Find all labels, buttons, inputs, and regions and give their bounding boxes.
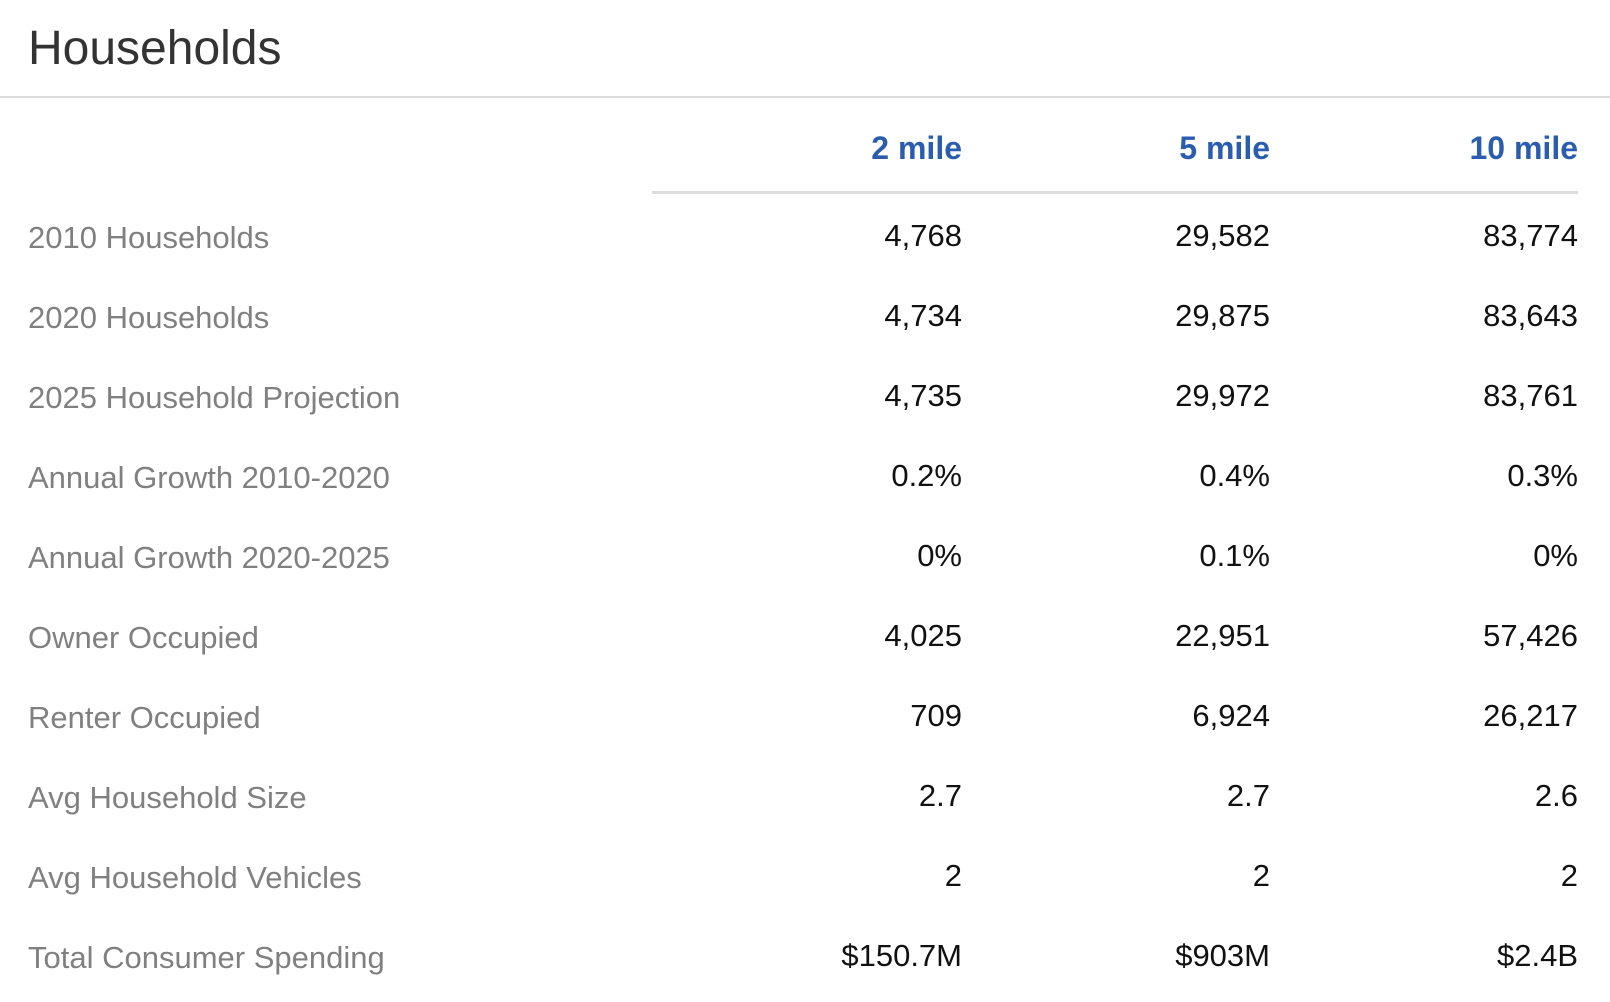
- cell-5-mile: $903M: [1175, 938, 1270, 973]
- row-label: 2010 Households: [28, 220, 270, 255]
- cell-5-mile: 22,951: [1175, 618, 1270, 653]
- table-row: 2020 Households 4,734 29,875 83,643: [0, 278, 1610, 358]
- cell-5-mile: 6,924: [1192, 698, 1270, 733]
- cell-10-mile: 83,774: [1483, 218, 1578, 253]
- cell-10-mile: 83,761: [1483, 378, 1578, 413]
- cell-10-mile: 83,643: [1483, 298, 1578, 333]
- table-row: Annual Growth 2010-2020 0.2% 0.4% 0.3%: [0, 438, 1610, 518]
- cell-2-mile: 4,768: [884, 218, 962, 253]
- header-divider: [652, 191, 1578, 194]
- cell-5-mile: 29,582: [1175, 218, 1270, 253]
- row-label: 2020 Households: [28, 300, 270, 335]
- cell-10-mile: 57,426: [1483, 618, 1578, 653]
- row-label: Owner Occupied: [28, 620, 259, 655]
- table-row: Avg Household Vehicles 2 2 2: [0, 838, 1610, 918]
- cell-5-mile: 0.4%: [1199, 458, 1270, 493]
- cell-2-mile: 2.7: [918, 778, 962, 813]
- table-row: Renter Occupied 709 6,924 26,217: [0, 678, 1610, 758]
- table-row: Total Consumer Spending $150.7M $903M $2…: [0, 918, 1610, 998]
- cell-2-mile: 0%: [917, 538, 962, 573]
- column-header-2-mile: 2 mile: [871, 130, 962, 166]
- table-row: Annual Growth 2020-2025 0% 0.1% 0%: [0, 518, 1610, 598]
- cell-2-mile: 709: [910, 698, 962, 733]
- section-title: Households: [28, 22, 282, 75]
- cell-5-mile: 29,972: [1175, 378, 1270, 413]
- cell-5-mile: 2.7: [1226, 778, 1270, 813]
- column-header-10-mile: 10 mile: [1469, 130, 1578, 166]
- row-label: Annual Growth 2020-2025: [28, 540, 390, 575]
- cell-10-mile: $2.4B: [1496, 938, 1578, 973]
- cell-5-mile: 2: [1252, 858, 1270, 893]
- table-row: Avg Household Size 2.7 2.7 2.6: [0, 758, 1610, 838]
- table-row: 2025 Household Projection 4,735 29,972 8…: [0, 358, 1610, 438]
- cell-5-mile: 29,875: [1175, 298, 1270, 333]
- row-label: Annual Growth 2010-2020: [28, 460, 390, 495]
- section-header: Households: [0, 0, 1610, 98]
- row-label: Renter Occupied: [28, 700, 261, 735]
- cell-2-mile: 0.2%: [891, 458, 962, 493]
- cell-10-mile: 26,217: [1483, 698, 1578, 733]
- cell-10-mile: 0.3%: [1507, 458, 1578, 493]
- row-label: Avg Household Vehicles: [28, 860, 362, 895]
- row-label: Total Consumer Spending: [28, 940, 385, 975]
- cell-5-mile: 0.1%: [1199, 538, 1270, 573]
- table-row: Owner Occupied 4,025 22,951 57,426: [0, 598, 1610, 678]
- cell-2-mile: 2: [944, 858, 962, 893]
- table-row: 2010 Households 4,768 29,582 83,774: [0, 198, 1610, 278]
- row-label: 2025 Household Projection: [28, 380, 401, 415]
- row-label: Avg Household Size: [28, 780, 307, 815]
- cell-2-mile: 4,735: [884, 378, 962, 413]
- cell-10-mile: 0%: [1533, 538, 1578, 573]
- cell-2-mile: 4,734: [884, 298, 962, 333]
- column-header-5-mile: 5 mile: [1179, 130, 1270, 166]
- cell-10-mile: 2: [1560, 858, 1578, 893]
- cell-2-mile: $150.7M: [841, 938, 962, 973]
- cell-10-mile: 2.6: [1534, 778, 1578, 813]
- cell-2-mile: 4,025: [884, 618, 962, 653]
